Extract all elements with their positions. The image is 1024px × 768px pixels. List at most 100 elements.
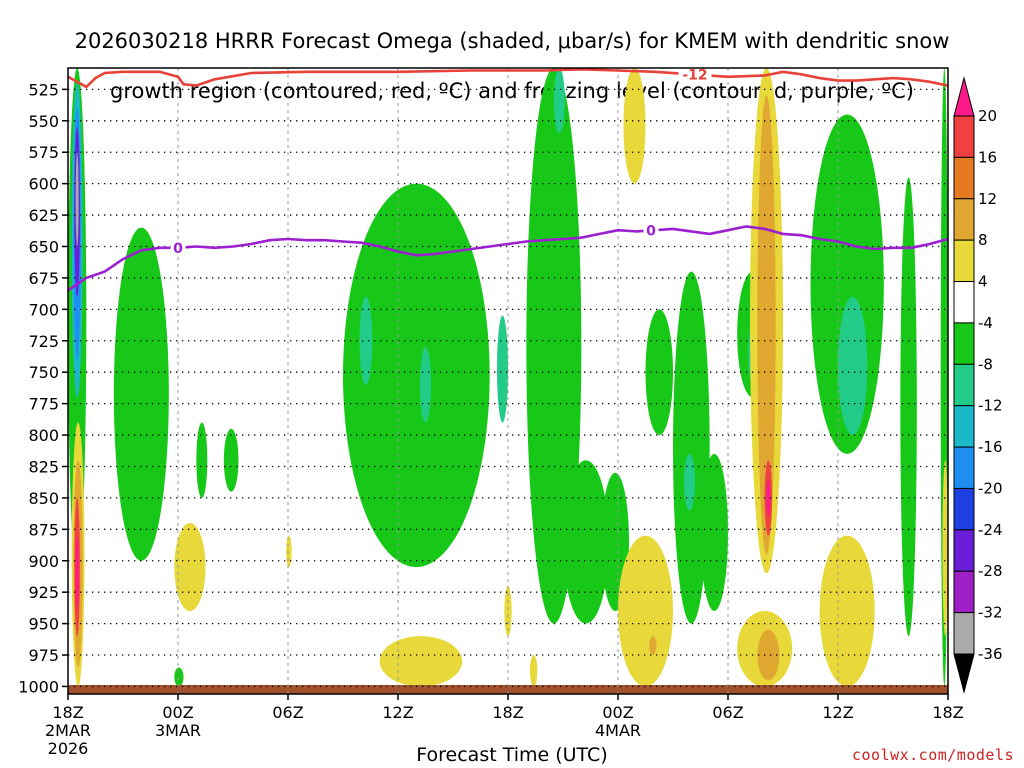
omega-region-11: [223, 428, 239, 492]
colorbar-label-9: -20: [978, 479, 1003, 497]
ytick-label-525: 525: [28, 80, 59, 99]
colorbar-label-10: -24: [978, 521, 1003, 539]
colorbar-swatch-8: [953, 405, 975, 448]
omega-region-21: [530, 655, 538, 687]
ytick-label-850: 850: [28, 489, 59, 508]
ytick-label-900: 900: [28, 552, 59, 571]
colorbar-swatch-5: [953, 281, 975, 324]
omega-region-27: [684, 453, 695, 511]
xtick-label-30: 00Z: [602, 703, 633, 722]
colorbar-label-2: 12: [978, 190, 997, 208]
colorbar-swatch-9: [953, 446, 975, 489]
xtick-label-12: 06Z: [272, 703, 303, 722]
xtick-sublabel-30: 4MAR: [595, 721, 641, 740]
colorbar-label-1: 16: [978, 148, 997, 166]
omega-region-19: [379, 636, 463, 687]
xtick-label-18: 12Z: [382, 703, 413, 722]
omega-region-9: [113, 227, 169, 561]
omega-region-24: [563, 460, 609, 624]
colorbar-label-11: -28: [978, 562, 1003, 580]
ytick-label-750: 750: [28, 363, 59, 382]
omega-region-17: [420, 347, 431, 423]
chart-title-line1: 2026030218 HRRR Forecast Omega (shaded, …: [74, 29, 950, 53]
colorbar-swatch-12: [953, 570, 975, 614]
omega-region-4: [75, 152, 79, 247]
colorbar-top-arrow: [953, 76, 975, 117]
colorbar-label-6: -8: [978, 355, 993, 373]
xtick-year-0: 2026: [48, 739, 89, 758]
colorbar-swatch-3: [953, 198, 975, 241]
dendritic-label-bg: [678, 68, 712, 82]
omega-region-13: [174, 667, 184, 687]
dendritic-label: -12: [682, 68, 707, 84]
colorbar-swatch-2: [953, 156, 975, 200]
ytick-label-925: 925: [28, 583, 59, 602]
colorbar-bottom-arrow: [953, 653, 975, 694]
xtick-sublabel-0: 2MAR: [45, 721, 91, 740]
terrain-band: [68, 685, 948, 694]
ytick-label-700: 700: [28, 300, 59, 319]
omega-region-15: [343, 183, 490, 568]
colorbar-label-13: -36: [978, 645, 1003, 663]
dendritic-contour-line: [68, 68, 948, 89]
colorbar: 20 16 12 8 4 -4 -8 -12 -16 -20 -24 -28 -32 -36: [953, 76, 1003, 694]
ytick-label-825: 825: [28, 457, 59, 476]
ytick-label-975: 975: [28, 646, 59, 665]
ytick-label-625: 625: [28, 206, 59, 225]
credit-text: coolwx.com/models: [851, 746, 1014, 764]
colorbar-label-5: -4: [978, 314, 993, 332]
colorbar-swatch-7: [953, 363, 975, 407]
omega-region-34: [623, 68, 646, 184]
omega-shading-layer: [68, 68, 948, 687]
omega-region-18: [497, 315, 508, 423]
omega-region-46: [942, 460, 948, 637]
omega-region-8: [75, 535, 79, 612]
colorbar-swatch-10: [953, 487, 975, 531]
omega-region-23: [553, 68, 565, 134]
omega-region-43: [838, 296, 868, 436]
ytick-label-800: 800: [28, 426, 59, 445]
colorbar-swatch-1: [953, 115, 975, 158]
omega-region-41: [819, 535, 875, 687]
colorbar-swatch-11: [953, 529, 975, 572]
freezing-level-2-label: 0: [646, 223, 656, 239]
omega-region-22: [526, 68, 582, 624]
omega-region-16: [359, 296, 373, 385]
ytick-label-550: 550: [28, 112, 59, 131]
xtick-label-24: 18Z: [492, 703, 523, 722]
xtick-label-6: 00Z: [162, 703, 193, 722]
colorbar-swatch-6: [953, 322, 975, 365]
contour-layer: 0 0 -12: [68, 68, 948, 292]
omega-region-40: [757, 629, 780, 681]
omega-region-44: [900, 177, 917, 637]
chart-title: 2026030218 HRRR Forecast Omega (shaded, …: [0, 4, 1024, 129]
freezing-level-label-bg: [170, 239, 186, 255]
ytick-label-675: 675: [28, 269, 59, 288]
x-axis-label: Forecast Time (UTC): [416, 744, 608, 766]
colorbar-swatch-4: [953, 239, 975, 283]
ytick-label-725: 725: [28, 332, 59, 351]
omega-region-26: [673, 271, 710, 624]
colorbar-label-4: 4: [978, 273, 988, 291]
colorbar-swatch-13: [953, 612, 975, 655]
colorbar-label-0: 20: [978, 107, 997, 125]
xtick-label-36: 06Z: [712, 703, 743, 722]
colorbar-label-7: -12: [978, 397, 1003, 415]
omega-region-29: [645, 309, 673, 436]
ytick-label-600: 600: [28, 175, 59, 194]
omega-region-14: [286, 535, 292, 568]
omega-region-38: [766, 479, 771, 517]
ytick-label-775: 775: [28, 395, 59, 414]
axes-layer: 525 550 575 600 625 650 675 700 725 750 775 800 825 8…: [18, 67, 964, 758]
xtick-label-42: 12Z: [822, 703, 853, 722]
freezing-level-contour-line: [68, 225, 948, 292]
freezing-level-label: 0: [173, 241, 183, 257]
omega-region-32: [618, 535, 673, 687]
omega-region-28: [700, 453, 728, 612]
ytick-label-1000: 1000: [18, 677, 59, 696]
ytick-label-650: 650: [28, 237, 59, 256]
omega-region-36: [757, 95, 776, 555]
omega-region-33: [649, 636, 657, 656]
ytick-label-950: 950: [28, 615, 59, 634]
